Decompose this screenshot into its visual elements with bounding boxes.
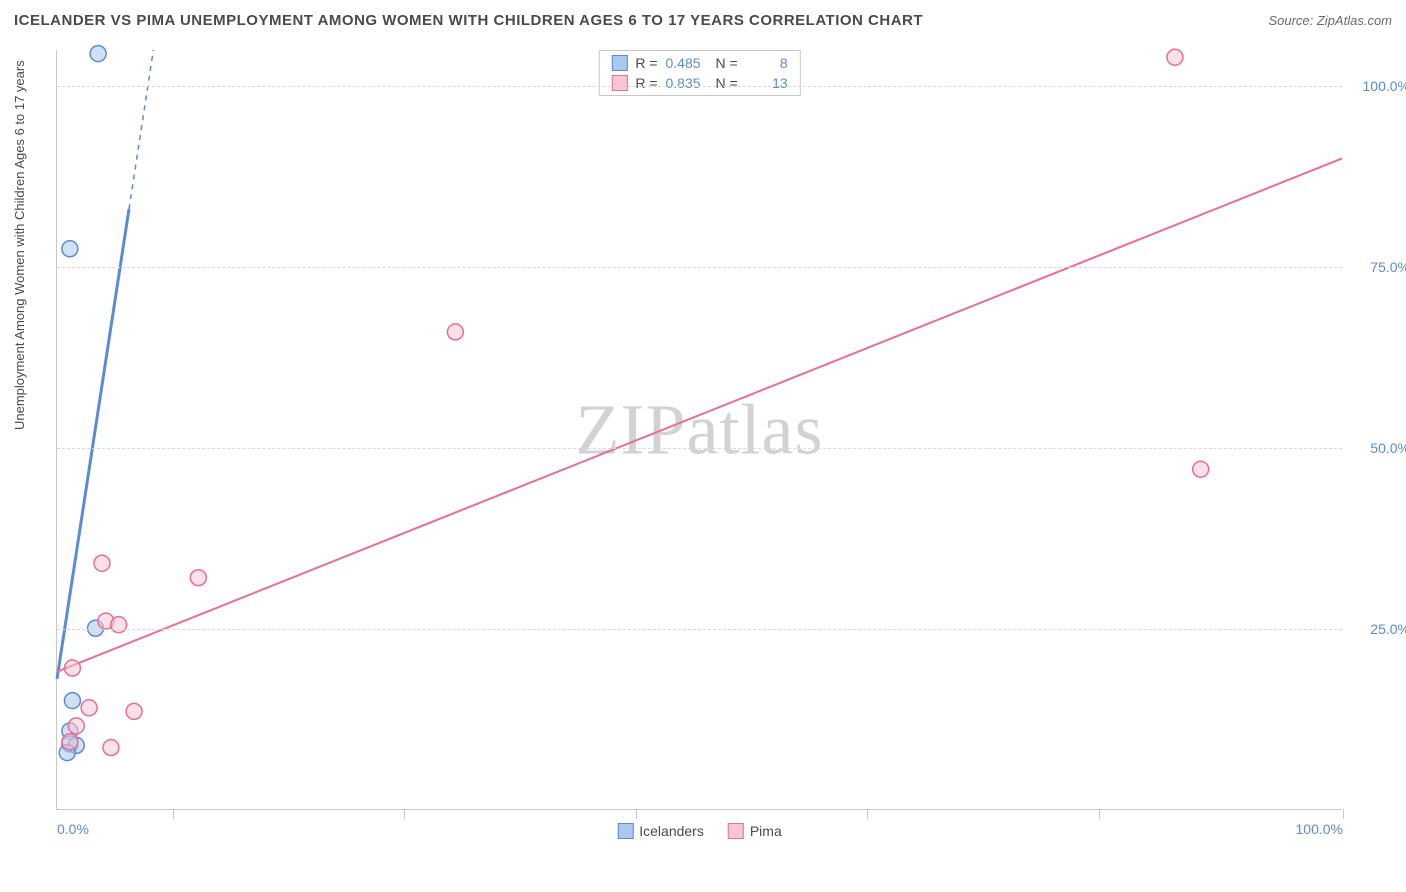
- y-tick-label: 75.0%: [1350, 259, 1406, 275]
- x-tick-label: 100.0%: [1296, 821, 1343, 837]
- y-tick-label: 25.0%: [1350, 621, 1406, 637]
- r-value: 0.485: [666, 55, 708, 71]
- stat-row-pima: R = 0.835 N = 13: [611, 75, 787, 91]
- legend: Icelanders Pima: [617, 823, 782, 839]
- x-tick: [636, 809, 637, 819]
- title-bar: ICELANDER VS PIMA UNEMPLOYMENT AMONG WOM…: [14, 12, 1392, 29]
- y-tick-label: 100.0%: [1350, 78, 1406, 94]
- gridline-h: [57, 448, 1342, 449]
- gridline-h: [57, 629, 1342, 630]
- n-label: N =: [716, 55, 738, 71]
- swatch-icelanders-icon: [611, 55, 627, 71]
- x-tick-label: 0.0%: [57, 821, 89, 837]
- legend-item-icelanders: Icelanders: [617, 823, 704, 839]
- x-tick: [404, 809, 405, 819]
- r-label: R =: [635, 75, 657, 91]
- x-tick: [1343, 809, 1344, 819]
- legend-label: Icelanders: [639, 823, 704, 839]
- stat-row-icelanders: R = 0.485 N = 8: [611, 55, 787, 71]
- x-tick: [1099, 809, 1100, 819]
- r-label: R =: [635, 55, 657, 71]
- legend-item-pima: Pima: [728, 823, 782, 839]
- chart-svg: [57, 50, 1342, 809]
- gridline-h: [57, 86, 1342, 87]
- y-tick-label: 50.0%: [1350, 440, 1406, 456]
- n-value: 8: [746, 55, 788, 71]
- swatch-pima-icon: [728, 823, 744, 839]
- r-value: 0.835: [666, 75, 708, 91]
- chart-title: ICELANDER VS PIMA UNEMPLOYMENT AMONG WOM…: [14, 12, 923, 29]
- swatch-pima-icon: [611, 75, 627, 91]
- swatch-icelanders-icon: [617, 823, 633, 839]
- source-label: Source: ZipAtlas.com: [1268, 13, 1392, 28]
- n-label: N =: [716, 75, 738, 91]
- y-axis-label: Unemployment Among Women with Children A…: [12, 60, 27, 430]
- x-tick: [173, 809, 174, 819]
- x-tick: [867, 809, 868, 819]
- plot-area: ZIPatlas R = 0.485 N = 8 R = 0.835 N = 1…: [56, 50, 1342, 810]
- gridline-h: [57, 267, 1342, 268]
- correlation-stats-box: R = 0.485 N = 8 R = 0.835 N = 13: [598, 50, 800, 96]
- legend-label: Pima: [750, 823, 782, 839]
- n-value: 13: [746, 75, 788, 91]
